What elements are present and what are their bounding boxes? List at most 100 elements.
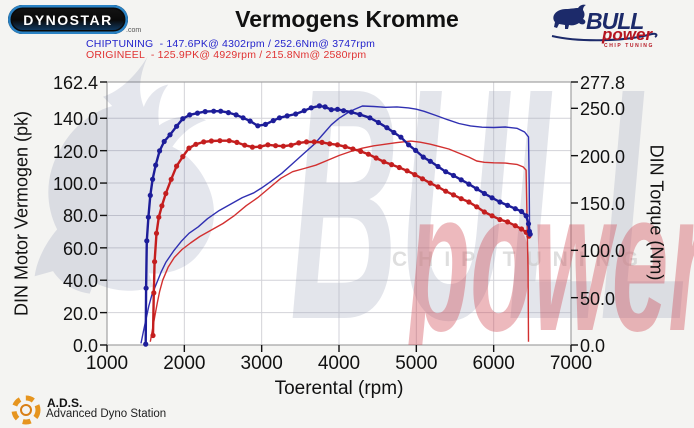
marker-chiptuning-torque [147,192,153,198]
curve-chiptuning-power [140,105,531,344]
marker-origineel-torque [288,142,294,148]
marker-origineel-torque [265,142,271,148]
x-axis-title: Toerental (rpm) [274,378,404,399]
marker-chiptuning-torque [357,111,363,118]
marker-origineel-torque [151,290,157,296]
y-left-tick-label: 0.0 [72,336,98,356]
marker-chiptuning-torque [497,199,503,205]
marker-chiptuning-torque [427,158,433,164]
marker-origineel-torque [296,140,302,146]
y-right-tick-label: 50.0 [580,288,616,309]
marker-chiptuning-torque [523,213,529,219]
marker-origineel-torque [174,163,180,169]
marker-chiptuning-torque [174,123,180,129]
x-tick-label: 1000 [85,353,129,374]
marker-origineel-torque [226,138,232,144]
marker-origineel-torque [435,184,441,190]
marker-origineel-torque [365,151,371,157]
bull-brand-text: BULL [586,8,644,34]
y-axis-left-title: DIN Motor Vermogen (pk) [11,110,32,317]
marker-chiptuning-torque [466,181,472,187]
marker-origineel-torque [350,146,356,152]
marker-origineel-torque [373,155,379,161]
watermark-tagline-text: CHIP TUNING [392,248,649,271]
marker-chiptuning-torque [474,186,480,192]
marker-origineel-torque [257,144,263,150]
x-tick-label: 2000 [163,353,206,374]
marker-origineel-torque [208,138,214,144]
marker-origineel-torque [389,162,395,168]
marker-chiptuning-torque [391,129,397,136]
marker-chiptuning-torque [525,221,532,227]
marker-chiptuning-torque [505,202,511,208]
watermark-brand-text: BULL [290,19,692,388]
marker-chiptuning-torque [481,190,487,197]
marker-chiptuning-torque [262,121,269,127]
marker-origineel-torque [234,139,240,145]
y-right-tick-label: 0.0 [580,336,606,356]
marker-chiptuning-torque [144,238,150,244]
marker-origineel-torque [152,259,158,265]
marker-chiptuning-torque [406,142,412,148]
marker-chiptuning-torque [413,147,419,153]
chip-tuning-tagline: CHIP TUNING [604,43,655,49]
marker-chiptuning-torque [328,107,334,113]
marker-chiptuning-torque [348,109,354,115]
marker-origineel-torque [327,141,333,147]
y-right-tick-label: 100.0 [580,241,626,262]
marker-chiptuning-torque [527,231,533,237]
marker-chiptuning-torque [150,176,156,182]
marker-chiptuning-torque [143,285,149,291]
marker-chiptuning-torque [247,118,253,124]
marker-origineel-torque [242,142,248,148]
marker-origineel-torque [489,213,495,219]
marker-origineel-torque [334,142,341,148]
y-right-tick-label: 150.0 [580,193,626,214]
marker-origineel-torque [311,139,317,145]
station-name: Advanced Dyno Station [46,408,167,420]
dynostar-logo: DYNOSTAR [8,5,128,34]
marker-origineel-torque [156,214,162,220]
x-tick-label: 7000 [549,353,593,374]
marker-chiptuning-torque [293,111,299,117]
marker-origineel-torque [419,176,426,182]
bullpower-logo [548,4,673,52]
marker-chiptuning-torque [180,116,186,122]
marker-chiptuning-torque [384,125,390,131]
curve-origineel-power [149,140,530,342]
marker-origineel-torque [150,332,156,339]
marker-chiptuning-torque [276,115,283,121]
marker-origineel-torque [201,139,207,145]
marker-chiptuning-torque [341,108,347,114]
marker-origineel-torque [217,138,223,144]
marker-origineel-torque [319,139,325,145]
marker-chiptuning-torque [518,208,525,215]
marker-origineel-torque [168,176,174,182]
marker-chiptuning-torque [194,110,201,116]
watermark-layer: BULL CHIP TUNING power [34,19,694,388]
ads-turbo-icon [11,395,41,425]
x-tick-label: 4000 [317,353,361,374]
marker-origineel-torque [450,192,457,198]
watermark-subbrand-text: power [405,150,694,373]
marker-origineel-torque [474,204,480,210]
marker-origineel-torque [153,230,160,236]
marker-chiptuning-torque [489,195,495,201]
marker-origineel-torque [518,226,525,232]
marker-chiptuning-torque [398,134,404,140]
marker-chiptuning-torque [145,214,151,220]
marker-chiptuning-torque [233,112,239,118]
page-title: Vermogens Kromme [235,6,459,32]
marker-chiptuning-torque [187,112,193,118]
y-right-tick-label: 200.0 [580,146,626,167]
marker-origineel-torque [512,223,518,229]
bull-mascot-watermark [34,55,214,294]
marker-chiptuning-torque [225,110,231,116]
marker-origineel-torque [466,199,472,205]
marker-origineel-torque [458,196,464,202]
marker-origineel-torque [381,159,387,165]
marker-origineel-torque [404,168,410,174]
marker-chiptuning-torque [143,341,149,347]
marker-origineel-torque [280,143,286,149]
